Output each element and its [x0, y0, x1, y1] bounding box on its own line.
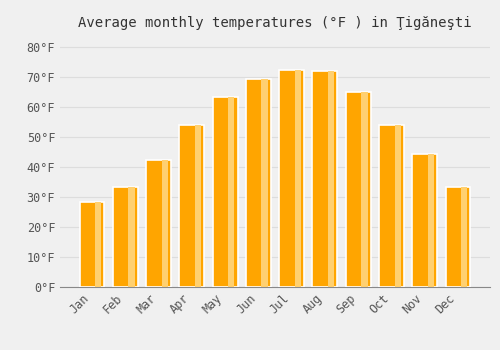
Bar	[295, 70, 301, 287]
Bar	[212, 97, 238, 287]
Bar	[362, 92, 368, 287]
Bar	[428, 154, 434, 287]
Bar	[113, 187, 138, 287]
Bar	[328, 71, 334, 287]
Bar	[162, 160, 168, 287]
Bar	[394, 125, 401, 287]
Bar	[346, 92, 370, 287]
Bar	[412, 154, 437, 287]
Bar	[379, 125, 404, 287]
Bar	[312, 71, 338, 287]
Bar	[461, 187, 468, 287]
Bar	[446, 187, 470, 287]
Bar	[180, 125, 204, 287]
Bar	[246, 78, 271, 287]
Bar	[80, 202, 104, 287]
Bar	[95, 202, 102, 287]
Bar	[228, 97, 234, 287]
Bar	[146, 160, 171, 287]
Bar	[195, 125, 201, 287]
Bar	[128, 187, 134, 287]
Bar	[262, 78, 268, 287]
Bar	[279, 70, 304, 287]
Title: Average monthly temperatures (°F ) in Ţigăneşti: Average monthly temperatures (°F ) in Ţi…	[78, 16, 472, 30]
